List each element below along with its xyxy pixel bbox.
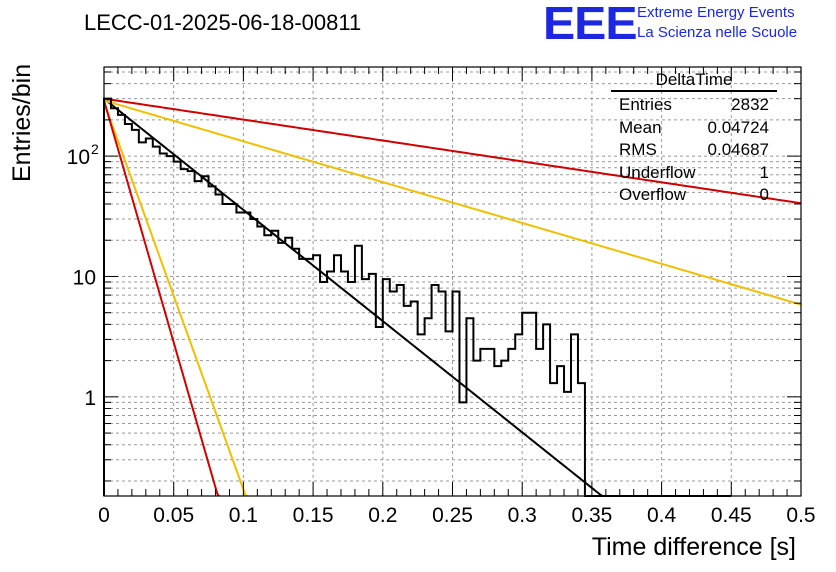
fit-curve (103, 100, 220, 497)
x-tick-label: 0.25 (432, 504, 473, 527)
stats-row-overflow: Overflow 0 (611, 184, 777, 207)
stats-value: 0.04687 (707, 140, 769, 159)
fit-curve (103, 97, 603, 497)
y-tick-label: 1 (84, 387, 96, 410)
stats-label: Overflow (619, 185, 687, 204)
x-tick-label: 0.1 (229, 504, 258, 527)
stats-label: Mean (619, 117, 662, 137)
stats-label: RMS (619, 140, 657, 159)
x-tick-label: 0.15 (293, 504, 334, 527)
x-tick-label: 0.05 (153, 504, 194, 527)
x-tick-label: 0.45 (711, 504, 752, 527)
y-tick-label: 10 (73, 266, 96, 289)
x-tick-label: 0.5 (786, 504, 815, 527)
histogram-series (103, 97, 732, 497)
x-tick-label: 0.2 (368, 504, 397, 527)
stats-row-mean: Mean 0.04724 (611, 117, 777, 140)
stats-box: DeltaTime Entries 2832 Mean 0.04724 RMS … (611, 70, 777, 207)
x-tick-labels: 0 0.05 0.1 0.15 0.2 0.25 0.3 0.35 0.4 0.45 0.5 (98, 504, 815, 527)
grid-lines (104, 67, 801, 496)
axis-ticks (103, 67, 802, 496)
stats-value: 1 (759, 162, 769, 182)
stats-value: 0 (759, 185, 769, 204)
stats-value: 2832 (731, 95, 769, 114)
y-axis-label: Entries/bin (8, 63, 36, 182)
fit-curve (103, 99, 802, 306)
stats-row-entries: Entries 2832 (611, 94, 777, 117)
x-axis-label: Time difference [s] (591, 533, 796, 561)
logo-text-line2: La Scienza nelle Scuole (637, 24, 798, 41)
stats-title: DeltaTime (611, 70, 777, 92)
plot-title: LECC-01-2025-06-18-00811 (84, 10, 362, 35)
fit-curves (103, 97, 802, 497)
y-tick-exponent: 2 (91, 141, 99, 157)
stats-label: Underflow (619, 162, 696, 182)
fit-curve (103, 101, 248, 497)
x-tick-label: 0.35 (571, 504, 612, 527)
x-tick-label: 0.4 (647, 504, 677, 527)
logo-text-line1: Extreme Energy Events (637, 4, 795, 21)
stats-row-rms: RMS 0.04687 (611, 139, 777, 162)
eee-logo: EEE (543, 0, 638, 49)
y-tick-label: 10 (67, 146, 90, 169)
stats-row-underflow: Underflow 1 (611, 162, 777, 185)
x-tick-label: 0 (98, 504, 110, 527)
stats-label: Entries (619, 95, 672, 114)
stats-value: 0.04724 (707, 117, 769, 137)
x-tick-label: 0.3 (508, 504, 537, 527)
fit-curve (103, 97, 802, 205)
